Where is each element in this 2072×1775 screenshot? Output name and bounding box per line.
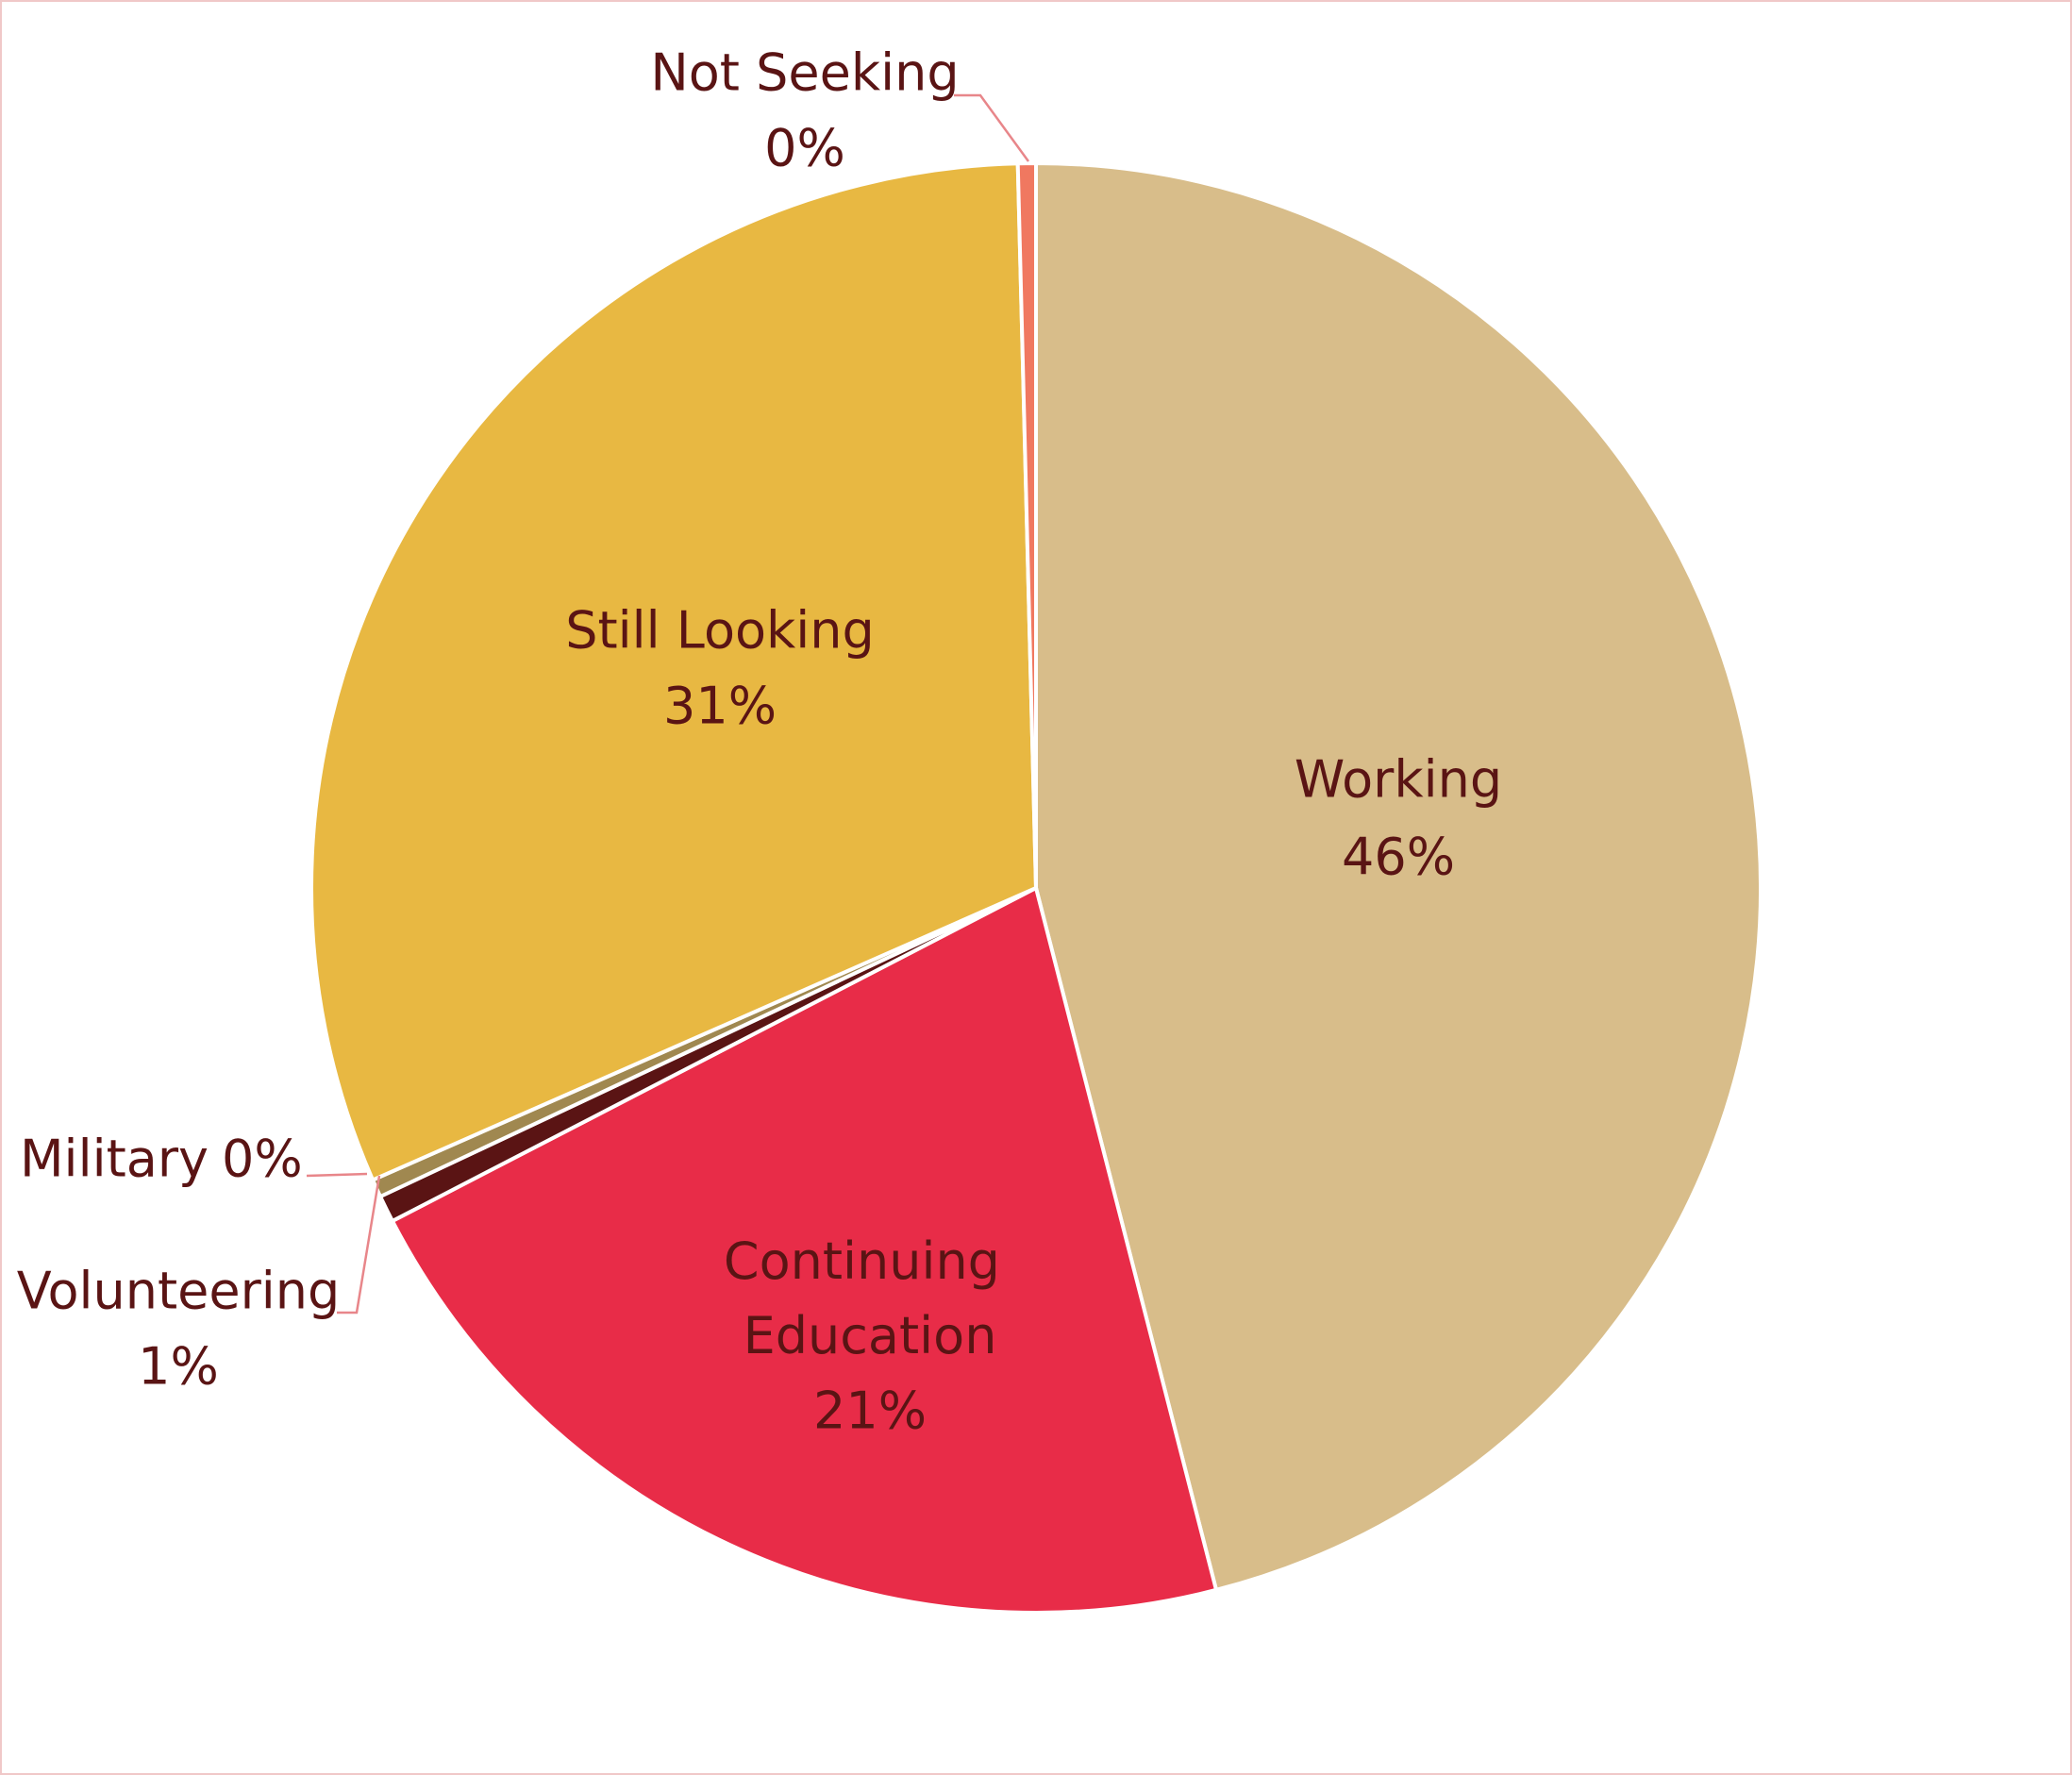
pie-slice — [309, 161, 1039, 1183]
slice-label: Still Looking — [565, 601, 875, 661]
value-label: 31% — [663, 677, 777, 736]
value-label: 1% — [138, 1337, 219, 1397]
leader-line — [337, 1175, 381, 1315]
leader-line — [954, 93, 1030, 162]
leader-line — [306, 1172, 368, 1178]
slice-label: Military — [20, 1130, 209, 1189]
pie-slice — [1034, 160, 1763, 1593]
slice-label: Volunteering — [17, 1262, 341, 1321]
value-label: 0% — [764, 119, 845, 178]
value-label: 21% — [813, 1381, 927, 1441]
value-label: 46% — [1342, 828, 1455, 887]
slice-label: Not Seeking — [650, 43, 959, 103]
pie-slice — [1015, 160, 1038, 889]
value-label: 0% — [222, 1130, 303, 1189]
pie — [309, 160, 1763, 1615]
pie-slice — [390, 885, 1219, 1615]
slice-label: Working — [1295, 750, 1502, 810]
labels: Working 46% Continuing Education 21% Volunte… — [17, 43, 1502, 1441]
slice-label: Continuing Education — [724, 1231, 1016, 1365]
